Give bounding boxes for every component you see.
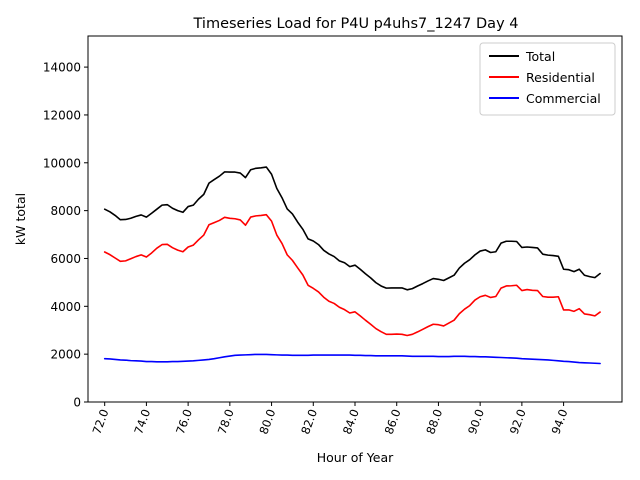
x-tick-label: 88.0 (423, 407, 445, 436)
y-axis-label: kW total (13, 193, 28, 245)
x-tick-label: 80.0 (256, 407, 278, 436)
legend-label-commercial: Commercial (526, 91, 601, 106)
x-tick-label: 78.0 (215, 407, 237, 436)
x-axis-label: Hour of Year (317, 450, 394, 465)
y-tick-label: 4000 (50, 300, 81, 314)
y-tick-label: 0 (73, 396, 81, 410)
x-tick-label: 84.0 (340, 407, 362, 436)
y-tick-label: 8000 (50, 204, 81, 218)
series-line-commercial (103, 353, 601, 365)
series-line-residential (103, 213, 601, 337)
x-axis: 72.0 74.0 76.0 78.0 80.0 82.0 84.0 86.0 88.0 90.0… (90, 402, 570, 436)
x-tick-label: 90.0 (465, 407, 487, 436)
y-tick-label: 14000 (43, 61, 81, 75)
series-line-total (103, 166, 601, 291)
y-axis: 0 2000 4000 6000 8000 10000 12000 14000 (43, 61, 88, 410)
x-tick-label: 74.0 (131, 407, 153, 436)
x-tick-label: 92.0 (507, 407, 529, 436)
x-tick-label: 76.0 (173, 407, 195, 436)
legend: Total Residential Commercial (479, 42, 616, 116)
y-tick-label: 2000 (50, 348, 81, 362)
x-tick-label: 82.0 (298, 407, 320, 436)
legend-label-residential: Residential (526, 70, 595, 85)
chart-title: Timeseries Load for P4U p4uhs7_1247 Day … (193, 16, 519, 32)
x-tick-label: 86.0 (382, 407, 404, 436)
plot-series (103, 166, 601, 365)
x-tick-label: 72.0 (90, 407, 112, 436)
y-tick-label: 12000 (43, 108, 81, 122)
y-tick-label: 10000 (43, 156, 81, 170)
y-tick-label: 6000 (50, 252, 81, 266)
x-tick-label: 94.0 (548, 407, 570, 436)
legend-label-total: Total (525, 49, 555, 64)
